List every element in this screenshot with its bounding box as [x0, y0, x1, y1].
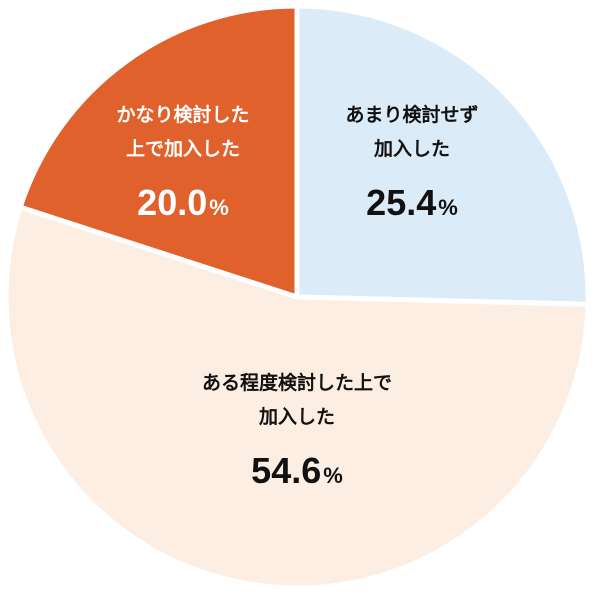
pie-slices — [3, 3, 591, 591]
slice-label-2-line-2: 加入した — [258, 406, 335, 428]
slice-label-3-line-2: 上で加入した — [126, 138, 240, 160]
slice-label-2-line-1: ある程度検討した上で — [202, 371, 392, 394]
slice-value-2: 54.6% — [251, 450, 343, 491]
slice-value-1: 25.4% — [366, 182, 458, 223]
slice-label-1-line-2: 加入した — [373, 138, 450, 160]
pie-slice-3 — [17, 3, 300, 300]
slice-label-3-line-1: かなり検討した — [116, 103, 249, 126]
pie-slice-2 — [3, 204, 591, 591]
slice-value-3: 20.0% — [137, 182, 229, 223]
slice-label-1-line-1: あまり検討せず — [345, 103, 478, 126]
pie-slice-1 — [294, 3, 591, 307]
pie-labels: あまり検討せず加入した25.4%ある程度検討した上で加入した54.6%かなり検討… — [116, 103, 478, 491]
